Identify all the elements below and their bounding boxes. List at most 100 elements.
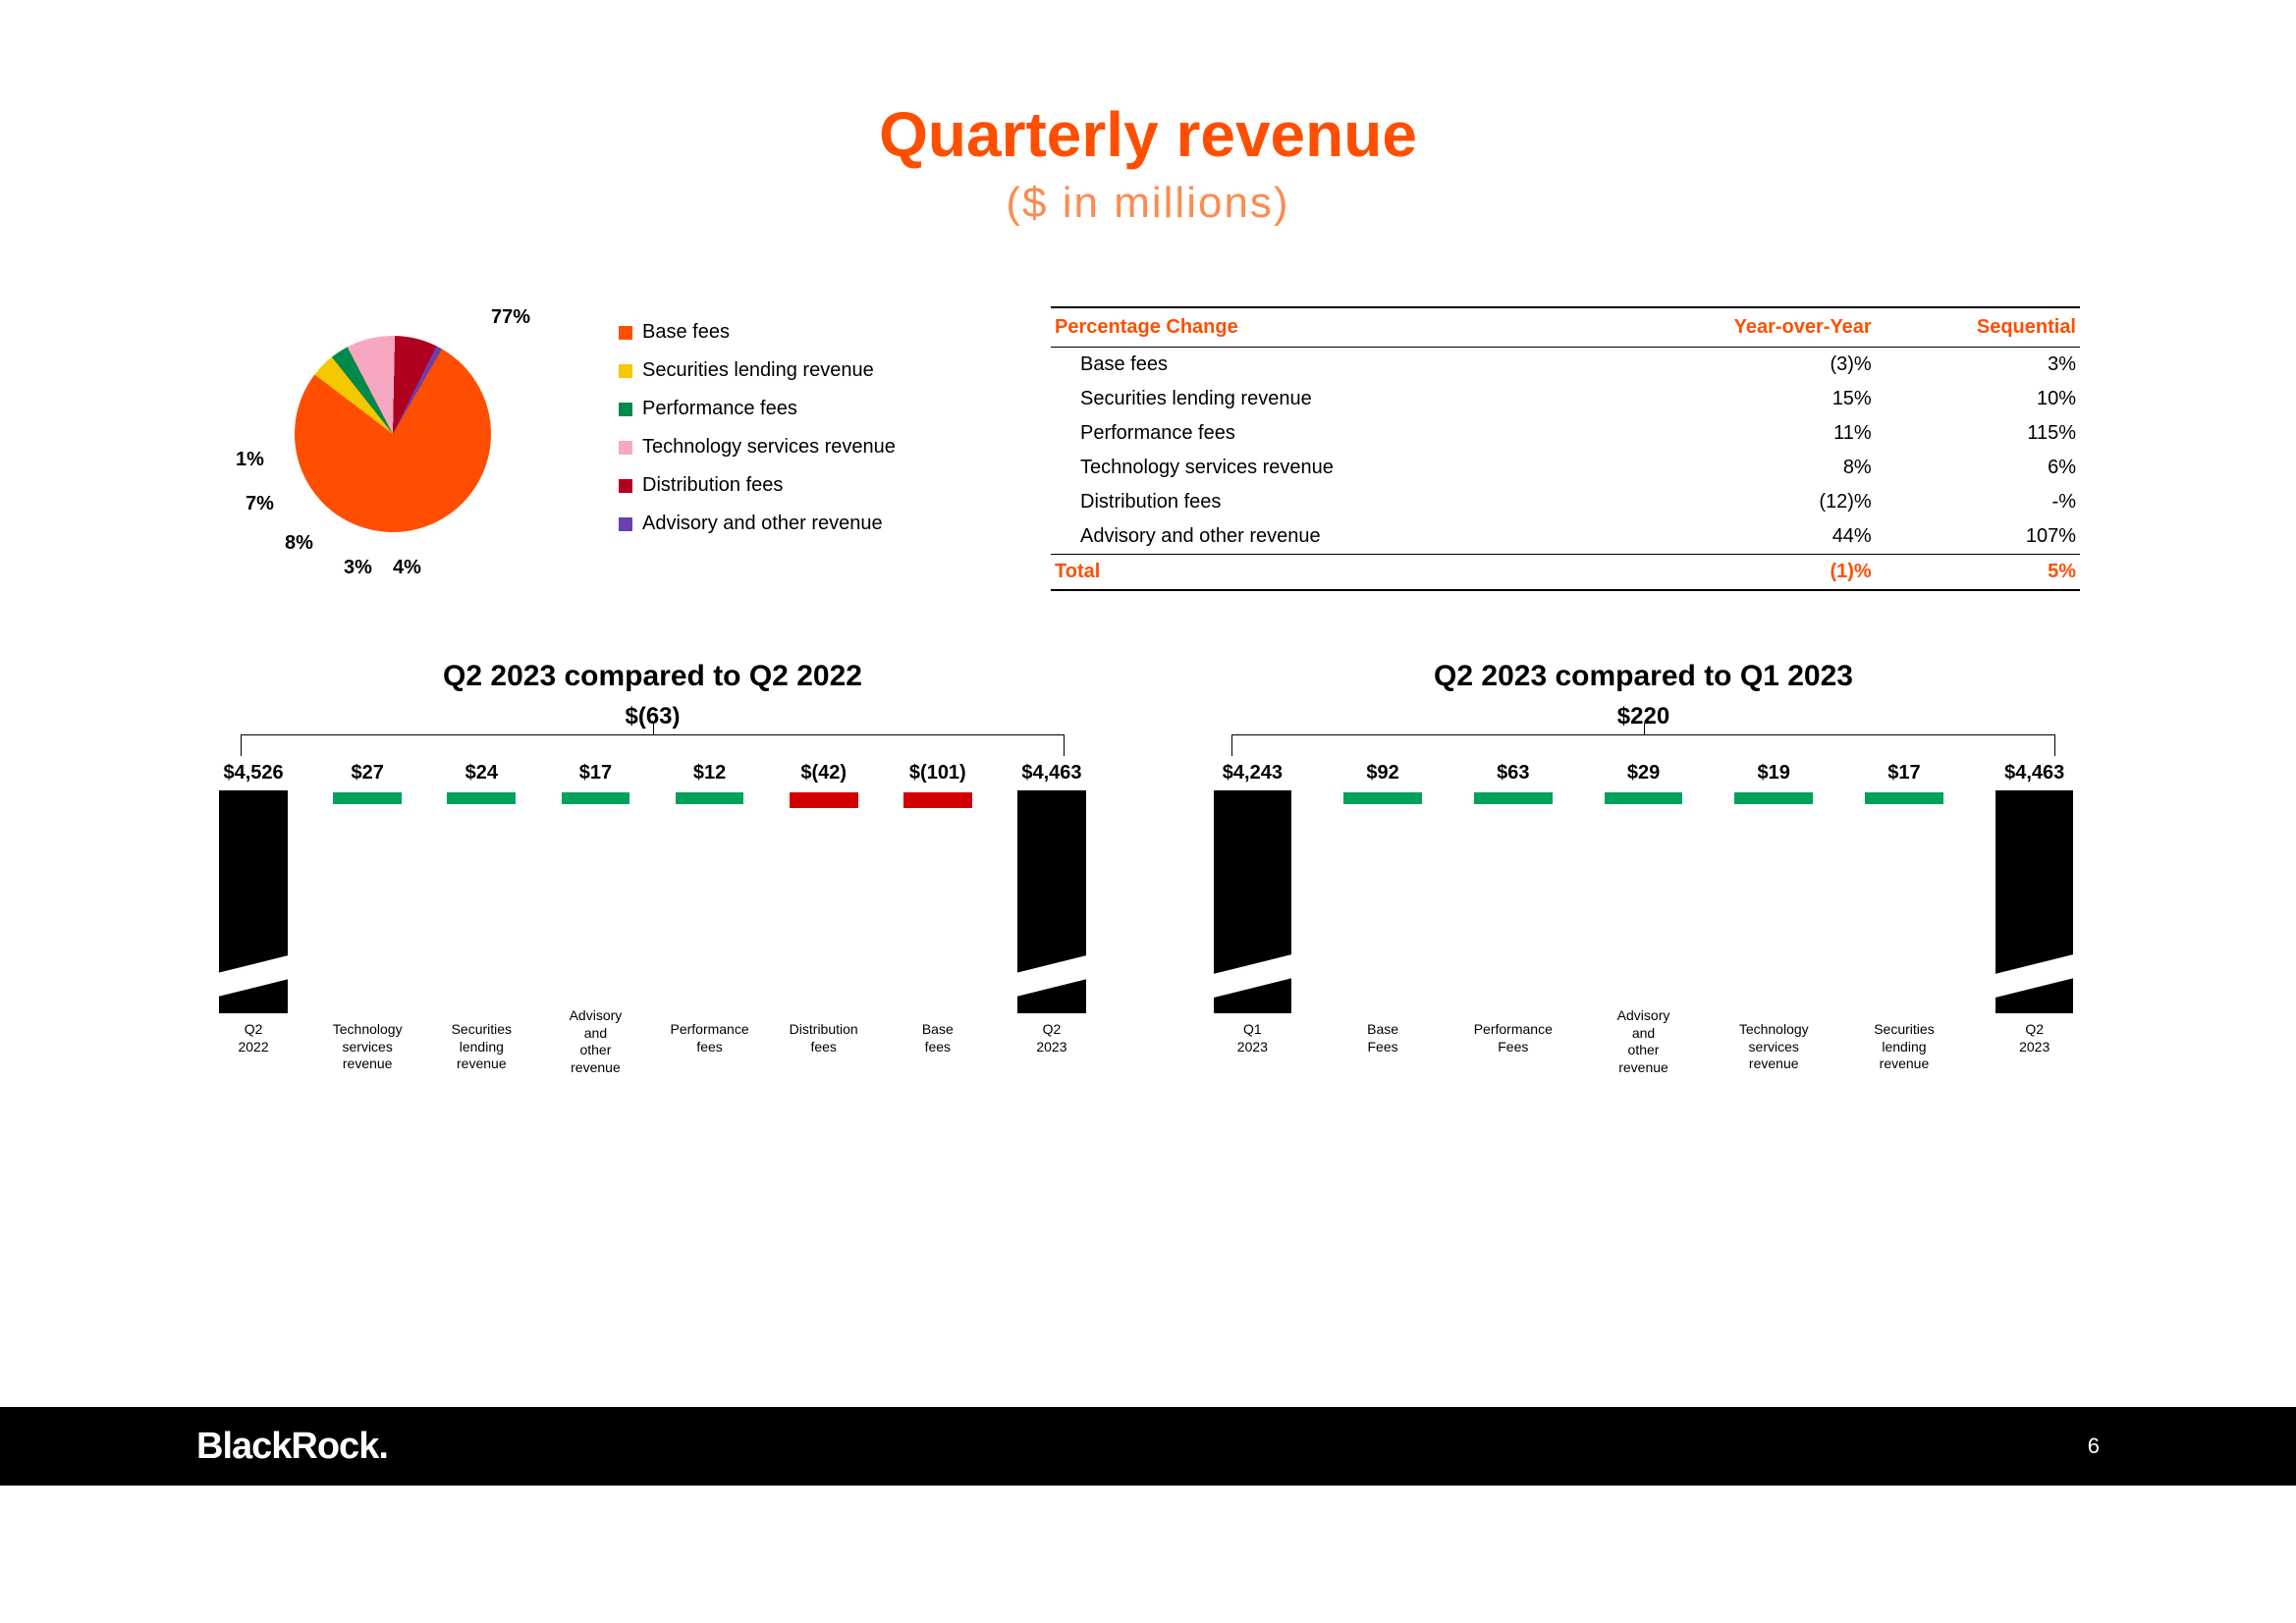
waterfall-left: Q2 2023 compared to Q2 2022 $(63) $4,526… <box>196 660 1109 1076</box>
waterfall-label: Performancefees <box>670 1021 748 1076</box>
waterfall-item: $29Advisoryandotherrevenue <box>1578 762 1709 1076</box>
waterfall-bar-area <box>310 790 424 1013</box>
waterfall-delta-bar <box>333 792 402 804</box>
waterfall-delta-bar <box>1734 792 1813 804</box>
waterfall-right: Q2 2023 compared to Q1 2023 $220 $4,243Q… <box>1187 660 2100 1076</box>
row-label: Distribution fees <box>1051 485 1598 519</box>
waterfall-label: Q22023 <box>1036 1021 1066 1076</box>
waterfall-value: $17 <box>579 762 612 784</box>
waterfall-value: $29 <box>1627 762 1660 784</box>
waterfall-value: $19 <box>1758 762 1790 784</box>
waterfall-left-title: Q2 2023 compared to Q2 2022 <box>196 660 1109 693</box>
axis-break-icon <box>1988 952 2082 1000</box>
waterfall-value: $4,463 <box>1021 762 1081 784</box>
waterfall-value: $12 <box>693 762 726 784</box>
brand-logo: BlackRock. <box>196 1426 388 1468</box>
waterfall-total-bar <box>1214 790 1292 1013</box>
waterfall-bar-area <box>653 790 767 1013</box>
legend-label: Securities lending revenue <box>642 359 874 382</box>
waterfall-bar-area <box>1187 790 1318 1013</box>
waterfall-item: $27Technologyservicesrevenue <box>310 762 424 1076</box>
legend-swatch <box>619 403 632 416</box>
waterfall-bar-area <box>767 790 881 1013</box>
waterfall-bar-area <box>1969 790 2100 1013</box>
row-label: Performance fees <box>1051 416 1598 451</box>
total-yoy: (1)% <box>1598 555 1876 591</box>
waterfall-label: Advisoryandotherrevenue <box>570 1007 623 1076</box>
legend-item: Securities lending revenue <box>619 359 982 382</box>
legend-label: Technology services revenue <box>642 436 896 459</box>
row-seq: 115% <box>1876 416 2080 451</box>
page-number: 6 <box>2088 1434 2100 1459</box>
waterfall-label: Distributionfees <box>790 1021 858 1076</box>
legend-swatch <box>619 326 632 340</box>
table-row: Securities lending revenue15%10% <box>1051 382 2080 416</box>
waterfall-delta-bar <box>1865 792 1943 804</box>
waterfall-item: $24Securitieslendingrevenue <box>424 762 538 1076</box>
waterfall-delta-bar <box>676 792 744 804</box>
footer-bar: BlackRock. 6 <box>0 1407 2296 1486</box>
pie-graphic <box>295 336 491 532</box>
waterfall-label: PerformanceFees <box>1474 1021 1553 1076</box>
bracket-icon <box>241 734 1065 756</box>
axis-break-icon <box>1011 954 1093 999</box>
waterfall-delta-bar <box>903 792 972 808</box>
waterfall-delta-bar <box>1474 792 1553 804</box>
waterfall-bar-area <box>1839 790 1970 1013</box>
waterfall-delta-bar <box>1605 792 1683 804</box>
table-header: Year-over-Year <box>1598 307 1876 348</box>
row-seq: -% <box>1876 485 2080 519</box>
legend-item: Distribution fees <box>619 474 982 497</box>
waterfall-bar-area <box>1448 790 1578 1013</box>
legend-item: Performance fees <box>619 398 982 420</box>
waterfall-bar-area <box>1709 790 1839 1013</box>
pie-chart: 77%4%3%8%7%1% <box>216 306 550 601</box>
waterfall-item: $63PerformanceFees <box>1448 762 1578 1076</box>
total-label: Total <box>1051 555 1598 591</box>
waterfall-item: $(101)Basefees <box>881 762 995 1076</box>
pie-pct-label: 3% <box>344 557 372 579</box>
row-seq: 6% <box>1876 451 2080 485</box>
row-label: Technology services revenue <box>1051 451 1598 485</box>
table-header: Sequential <box>1876 307 2080 348</box>
legend-item: Technology services revenue <box>619 436 982 459</box>
waterfall-bar-area <box>196 790 310 1013</box>
waterfall-total-bar <box>1017 790 1086 1013</box>
waterfall-label: Q22022 <box>238 1021 268 1076</box>
legend-swatch <box>619 441 632 455</box>
waterfall-bar-area <box>538 790 652 1000</box>
table-row: Performance fees11%115% <box>1051 416 2080 451</box>
waterfall-label: Securitieslendingrevenue <box>1874 1021 1934 1076</box>
legend-swatch <box>619 479 632 493</box>
waterfall-bar-area <box>424 790 538 1013</box>
waterfall-value: $4,463 <box>2004 762 2064 784</box>
legend-label: Base fees <box>642 321 730 344</box>
waterfall-item: $4,463Q22023 <box>1969 762 2100 1076</box>
table-row: Distribution fees(12)%-% <box>1051 485 2080 519</box>
row-label: Securities lending revenue <box>1051 382 1598 416</box>
waterfall-value: $(42) <box>800 762 847 784</box>
percentage-change-table: Percentage ChangeYear-over-YearSequentia… <box>1051 306 2080 591</box>
waterfall-label: Q12023 <box>1237 1021 1268 1076</box>
waterfall-value: $17 <box>1887 762 1920 784</box>
waterfall-bar-area <box>995 790 1109 1013</box>
waterfall-item: $4,463 Q22023 <box>995 762 1109 1076</box>
waterfall-value: $(101) <box>909 762 966 784</box>
pie-pct-label: 77% <box>491 306 530 329</box>
table-row: Base fees(3)%3% <box>1051 348 2080 383</box>
row-label: Advisory and other revenue <box>1051 519 1598 555</box>
total-seq: 5% <box>1876 555 2080 591</box>
row-yoy: (3)% <box>1598 348 1876 383</box>
waterfall-delta-bar <box>1343 792 1422 804</box>
row-label: Base fees <box>1051 348 1598 383</box>
waterfall-item: $19Technologyservicesrevenue <box>1709 762 1839 1076</box>
legend-swatch <box>619 364 632 378</box>
waterfall-item: $4,243Q12023 <box>1187 762 1318 1076</box>
axis-break-icon <box>1206 952 1300 1000</box>
waterfall-delta-bar <box>790 792 858 808</box>
page-subtitle: ($ in millions) <box>177 179 2119 228</box>
waterfall-bar-area <box>881 790 995 1013</box>
waterfall-right-title: Q2 2023 compared to Q1 2023 <box>1187 660 2100 693</box>
waterfall-item: $92BaseFees <box>1318 762 1449 1076</box>
slide: Quarterly revenue ($ in millions) 77%4%3… <box>0 0 2296 1623</box>
